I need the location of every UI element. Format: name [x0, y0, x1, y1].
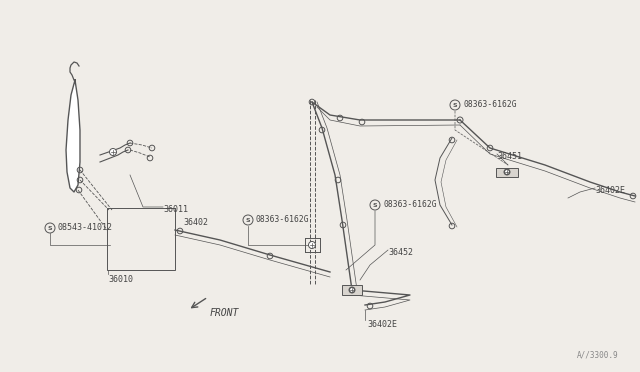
- Text: 36402E: 36402E: [595, 186, 625, 195]
- Text: 36452: 36452: [388, 248, 413, 257]
- Text: 36402E: 36402E: [367, 320, 397, 329]
- Text: 08363-6162G: 08363-6162G: [463, 99, 516, 109]
- Text: 08363-6162G: 08363-6162G: [255, 215, 308, 224]
- Circle shape: [504, 169, 510, 175]
- Text: 36451: 36451: [497, 152, 522, 161]
- Text: 36011: 36011: [163, 205, 188, 214]
- Text: FRONT: FRONT: [210, 308, 239, 318]
- Circle shape: [450, 100, 460, 110]
- Circle shape: [243, 215, 253, 225]
- Text: S: S: [452, 103, 458, 108]
- Circle shape: [370, 200, 380, 210]
- Text: S: S: [372, 203, 378, 208]
- Text: S: S: [246, 218, 250, 223]
- Text: 08363-6162G: 08363-6162G: [383, 199, 436, 208]
- Circle shape: [308, 241, 316, 248]
- Circle shape: [45, 223, 55, 233]
- Bar: [107, 208, 175, 270]
- Text: 36402: 36402: [183, 218, 208, 227]
- Bar: [496, 167, 518, 176]
- Text: 36010: 36010: [108, 275, 133, 284]
- Text: A//3300.9: A//3300.9: [577, 351, 618, 360]
- Text: 08543-41012: 08543-41012: [57, 222, 112, 231]
- Circle shape: [109, 148, 116, 155]
- Text: S: S: [48, 226, 52, 231]
- Bar: [342, 285, 362, 295]
- Polygon shape: [66, 80, 80, 192]
- Circle shape: [349, 287, 355, 293]
